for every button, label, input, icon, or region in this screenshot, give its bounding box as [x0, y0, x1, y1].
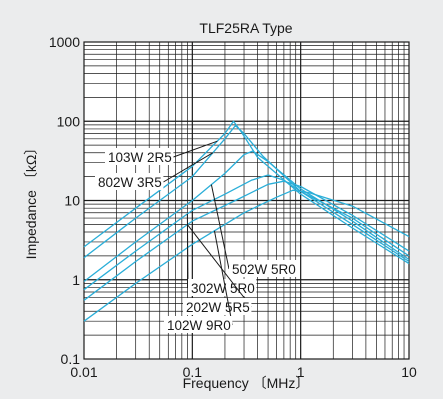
series-label-leader [210, 184, 230, 270]
series-label-background [95, 173, 164, 190]
series-label-background [105, 148, 174, 165]
x-tick-label: 0.1 [183, 364, 203, 380]
series-label-background [183, 298, 252, 315]
series-label: 102W 9R0 [167, 318, 231, 333]
series-label: 302W 5R0 [191, 281, 255, 296]
series-label-leader [173, 140, 218, 158]
series-curves [83, 120, 410, 322]
series-line [83, 189, 410, 322]
series-line [83, 120, 410, 265]
y-tick-label: 1 [72, 272, 80, 288]
series-label-leader [186, 213, 189, 289]
x-tick-label: 0.01 [70, 364, 97, 380]
x-axis-label: Frequency 〔MHz〕 [183, 375, 310, 391]
series-label: 802W 3R5 [98, 175, 162, 190]
series-label: 502W 5R0 [232, 262, 296, 277]
series-line [83, 180, 410, 301]
series-label-leader [163, 152, 214, 183]
series-label-leader [186, 224, 252, 308]
series-label: 202W 5R5 [186, 300, 250, 315]
y-tick-label: 100 [57, 113, 81, 129]
chart-title: TLF25RA Type [199, 20, 292, 36]
y-tick-label: 10 [64, 193, 80, 209]
series-label-background [164, 316, 233, 333]
series-labels: 103W 2R5 802W 3R5 502W 5R0 302W 5R0 202W 5R5… [95, 140, 298, 333]
x-tick-label: 10 [401, 364, 417, 380]
y-axis-label: Impedance 〔kΩ〕 [23, 141, 39, 260]
y-tick-label: 0.1 [61, 351, 81, 367]
series-line [83, 124, 410, 263]
series-label-leader [213, 230, 233, 326]
x-tick-label: 1 [297, 364, 305, 380]
series-label-background [229, 260, 298, 277]
series-label: 103W 2R5 [108, 150, 172, 165]
series-line [83, 174, 410, 291]
y-tick-label: 1000 [49, 34, 80, 50]
